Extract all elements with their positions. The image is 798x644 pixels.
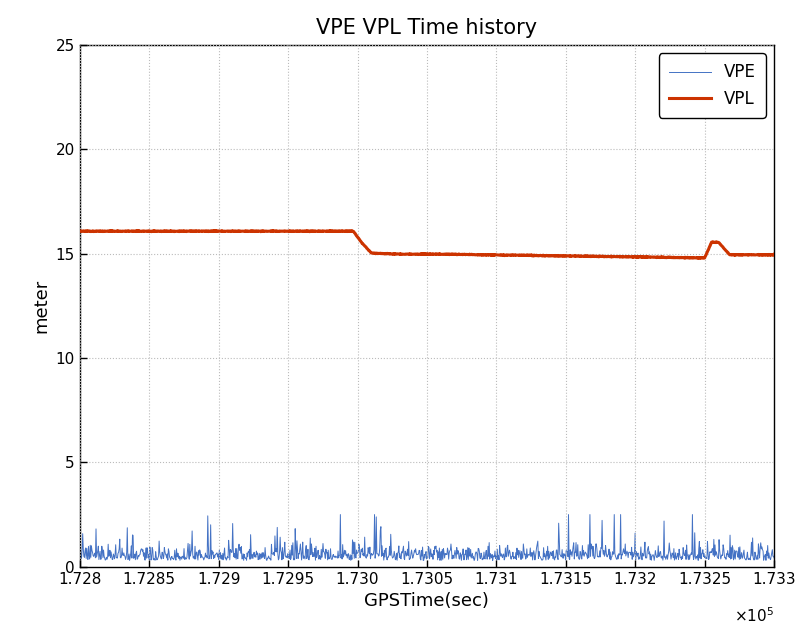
VPL	[769, 251, 779, 258]
VPE	[336, 511, 346, 518]
VPE	[440, 549, 450, 557]
VPE	[377, 553, 386, 560]
Y-axis label: meter: meter	[32, 279, 50, 333]
VPE	[75, 553, 85, 560]
VPL	[110, 227, 120, 235]
VPE	[769, 554, 779, 562]
Line: VPE: VPE	[80, 515, 774, 560]
Legend: VPE, VPL: VPE, VPL	[659, 53, 766, 118]
Title: VPE VPL Time history: VPE VPL Time history	[316, 18, 538, 38]
Text: $\times$10$^5$: $\times$10$^5$	[734, 606, 774, 625]
VPE	[309, 553, 318, 560]
VPE	[455, 555, 464, 563]
X-axis label: GPSTime(sec): GPSTime(sec)	[365, 592, 489, 610]
Line: VPL: VPL	[80, 231, 774, 258]
VPL	[413, 250, 422, 258]
VPL	[694, 254, 704, 262]
VPL	[622, 252, 631, 260]
VPL	[211, 227, 220, 234]
VPL	[749, 251, 759, 258]
VPL	[750, 251, 760, 259]
VPE	[167, 553, 176, 560]
VPL	[75, 227, 85, 235]
VPL	[394, 251, 404, 258]
VPE	[192, 548, 202, 556]
VPE	[488, 556, 497, 564]
